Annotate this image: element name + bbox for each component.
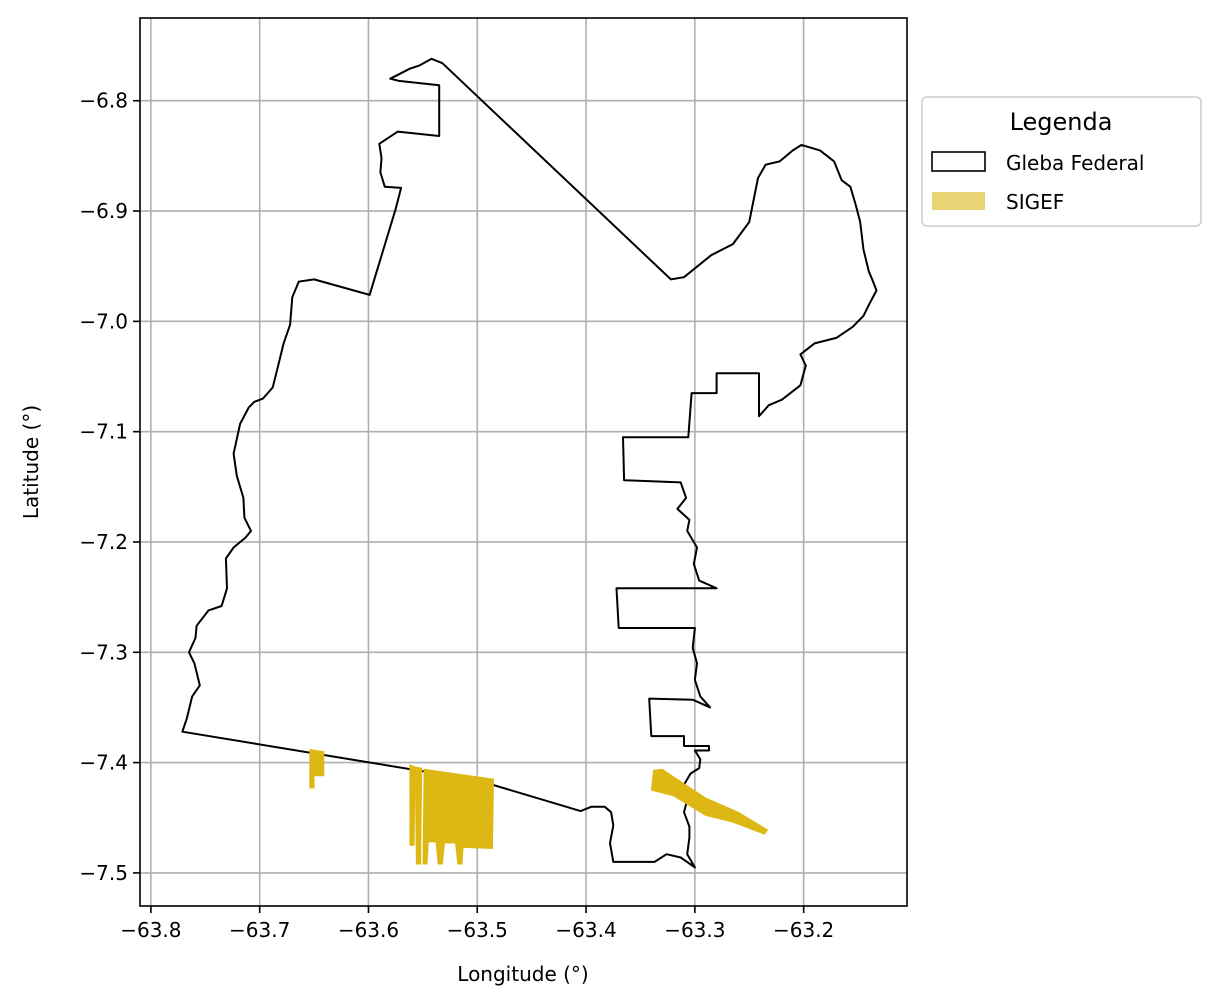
x-tick-label: −63.2 — [773, 918, 834, 942]
gleba-federal-boundary — [181, 57, 878, 869]
y-tick-label: −7.4 — [79, 751, 128, 775]
sigef-parcel — [422, 768, 495, 865]
legend: Legenda Gleba Federal SIGEF — [921, 96, 1202, 227]
x-tick-label: −63.5 — [447, 918, 508, 942]
x-axis-label: Longitude (°) — [457, 962, 588, 986]
x-tick-label: −63.7 — [229, 918, 290, 942]
y-tick-label: −6.9 — [79, 199, 128, 223]
legend-title: Legenda — [1010, 108, 1113, 136]
y-tick-label: −7.5 — [79, 861, 128, 885]
x-tick-label: −63.8 — [120, 918, 181, 942]
y-tick-label: −7.0 — [79, 309, 128, 333]
y-axis-ticks: −6.8 −6.9 −7.0 −7.1 −7.2 −7.3 −7.4 −7.5 — [79, 89, 140, 885]
x-tick-label: −63.6 — [338, 918, 399, 942]
y-tick-label: −7.2 — [79, 530, 128, 554]
y-axis-label: Latitude (°) — [19, 405, 43, 519]
y-tick-label: −6.8 — [79, 89, 128, 113]
legend-label-gleba-federal: Gleba Federal — [1006, 151, 1144, 175]
map-layers — [181, 57, 878, 869]
legend-frame — [921, 96, 1202, 227]
gridlines — [140, 18, 907, 906]
y-tick-label: −7.3 — [79, 640, 128, 664]
sigef-parcel — [414, 766, 423, 865]
x-tick-label: −63.3 — [664, 918, 725, 942]
plot-frame — [139, 17, 908, 907]
sigef-parcel — [309, 748, 325, 789]
legend-swatch-gleba-federal — [931, 151, 986, 172]
x-axis-ticks: −63.8 −63.7 −63.6 −63.5 −63.4 −63.3 −63.2 — [120, 906, 834, 942]
y-tick-label: −7.1 — [79, 420, 128, 444]
sigef-parcel — [650, 768, 769, 835]
legend-swatch-sigef — [932, 192, 985, 210]
layer-sigef — [309, 748, 769, 865]
x-tick-label: −63.4 — [555, 918, 616, 942]
layer-gleba-federal — [181, 57, 878, 869]
legend-label-sigef: SIGEF — [1006, 190, 1064, 214]
sigef-parcel — [409, 764, 416, 846]
